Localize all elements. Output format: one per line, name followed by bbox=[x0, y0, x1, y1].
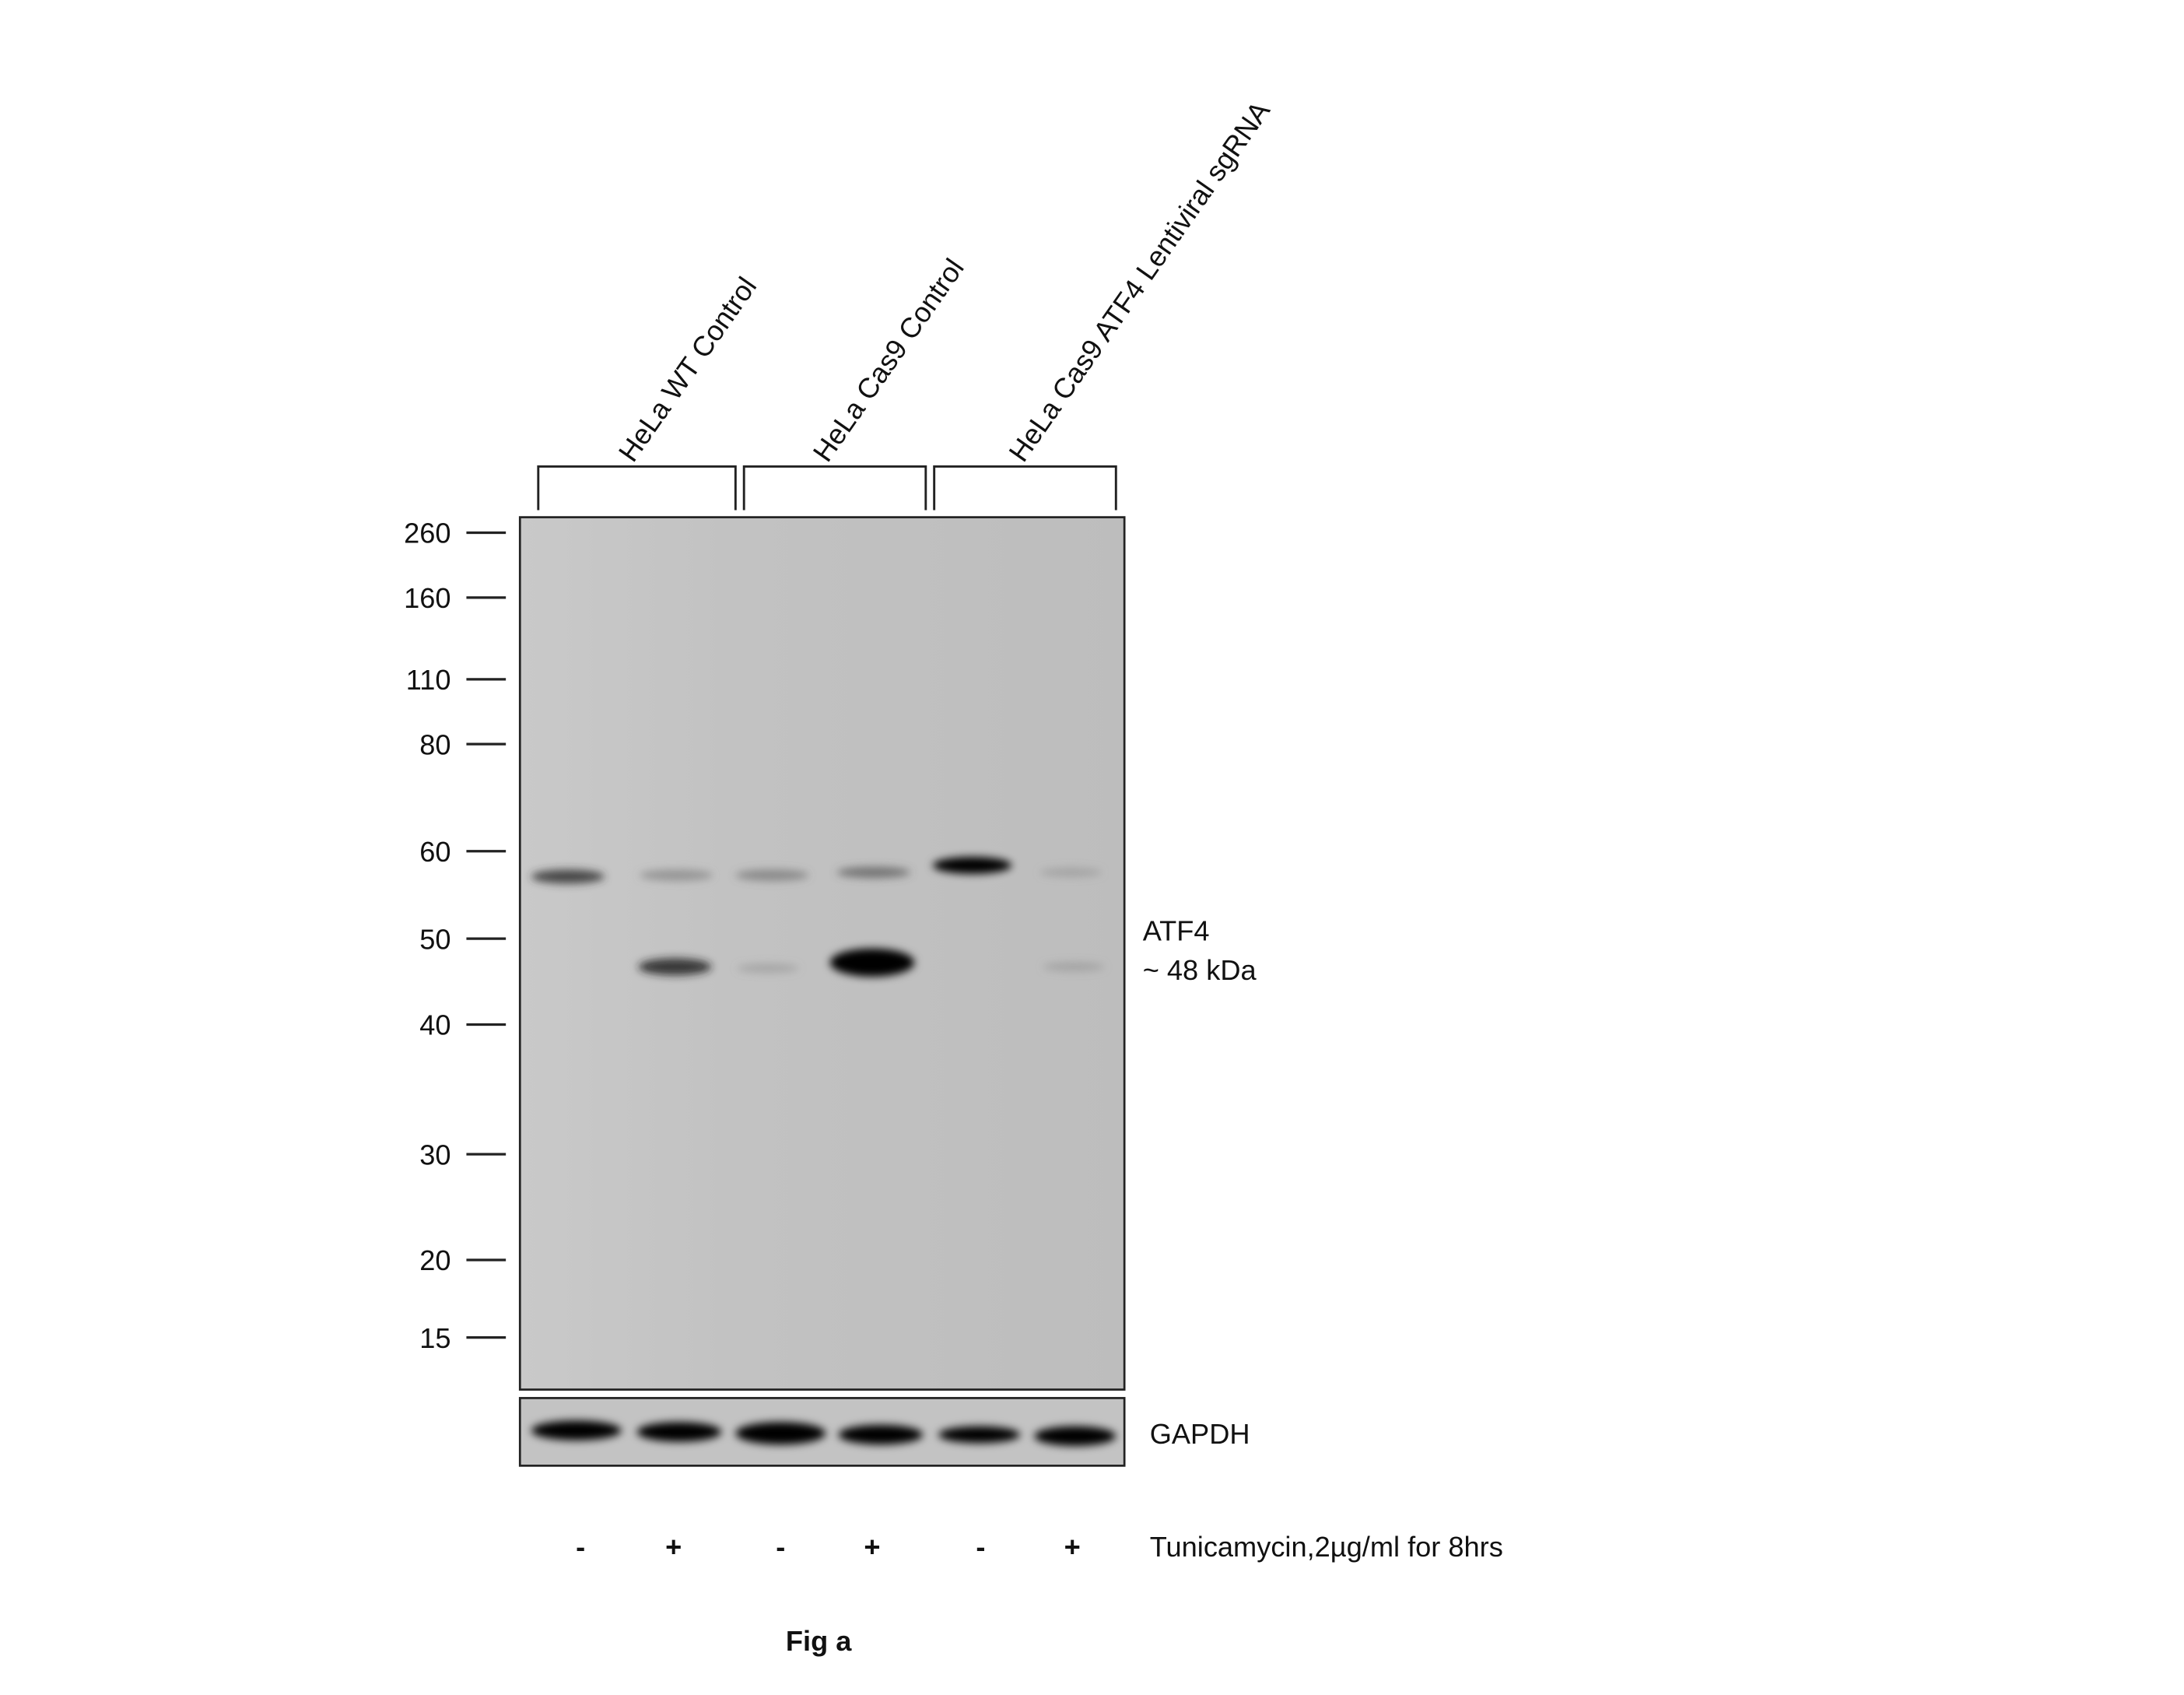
band bbox=[737, 963, 799, 973]
marker-label: 60 bbox=[419, 836, 450, 868]
group-bracket bbox=[933, 465, 1117, 511]
band bbox=[735, 1422, 826, 1445]
band bbox=[829, 948, 915, 977]
loading-control-label: GAPDH bbox=[1150, 1418, 1250, 1450]
target-name: ATF4 bbox=[1143, 914, 1210, 946]
band bbox=[531, 869, 605, 884]
band bbox=[1043, 962, 1105, 971]
group-label: HeLa Cas9 Control bbox=[807, 253, 970, 468]
marker-label: 260 bbox=[404, 518, 450, 549]
group-bracket bbox=[537, 465, 737, 511]
band bbox=[640, 869, 713, 881]
band bbox=[636, 1422, 722, 1442]
treatment-sign: + bbox=[864, 1531, 880, 1563]
bands-60 bbox=[531, 857, 1103, 884]
treatment-sign: + bbox=[1064, 1531, 1081, 1563]
group-label: HeLa Cas9 ATF4 Lentiviral sgRNA bbox=[1002, 95, 1276, 468]
marker-label: 160 bbox=[404, 582, 450, 614]
band bbox=[932, 857, 1012, 874]
marker-label: 40 bbox=[419, 1009, 450, 1041]
band bbox=[531, 1420, 622, 1441]
band bbox=[1039, 868, 1103, 877]
band bbox=[1034, 1426, 1117, 1447]
band bbox=[836, 866, 910, 879]
treatment-sign: - bbox=[776, 1531, 785, 1563]
treatment-sign: + bbox=[665, 1531, 682, 1563]
treatment-sign: - bbox=[576, 1531, 585, 1563]
marker-label: 110 bbox=[406, 664, 451, 696]
bands-48 bbox=[638, 948, 1105, 977]
band bbox=[938, 1426, 1021, 1444]
group-label: HeLa WT Control bbox=[612, 271, 763, 467]
marker-label: 15 bbox=[419, 1322, 450, 1354]
marker-label: 20 bbox=[419, 1244, 450, 1276]
blot-membrane bbox=[518, 516, 1126, 1391]
band bbox=[638, 958, 712, 976]
gapdh-bands bbox=[531, 1420, 1117, 1447]
treatment-label: Tunicamycin,2µg/ml for 8hrs bbox=[1150, 1531, 1503, 1563]
band bbox=[735, 869, 809, 881]
group-bracket bbox=[742, 465, 927, 511]
target-size: ~ 48 kDa bbox=[1143, 954, 1257, 986]
marker-label: 30 bbox=[419, 1139, 450, 1170]
band bbox=[838, 1424, 924, 1445]
treatment-sign: - bbox=[976, 1531, 985, 1563]
marker-label: 50 bbox=[419, 923, 450, 955]
caption: Fig a bbox=[786, 1625, 852, 1657]
marker-label: 80 bbox=[419, 728, 450, 760]
